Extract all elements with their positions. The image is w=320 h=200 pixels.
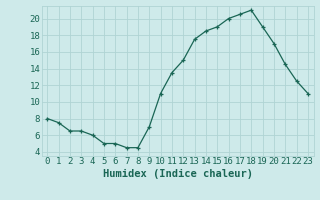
X-axis label: Humidex (Indice chaleur): Humidex (Indice chaleur) <box>103 169 252 179</box>
